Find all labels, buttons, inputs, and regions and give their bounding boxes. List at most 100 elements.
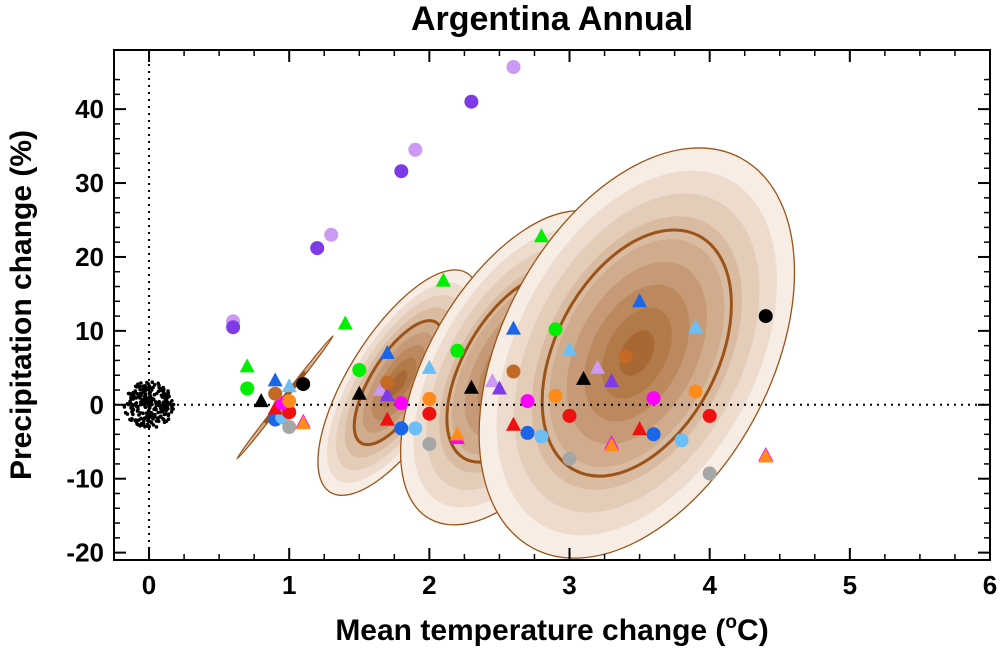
- control-point: [162, 400, 167, 404]
- data-point-circle: [618, 349, 633, 364]
- data-point-circle: [226, 320, 241, 335]
- data-point-circle: [324, 227, 339, 242]
- data-point-circle: [240, 381, 255, 396]
- data-point-triangle: [253, 393, 269, 408]
- data-point-circle: [548, 322, 563, 337]
- control-point: [152, 392, 157, 397]
- data-point-circle: [394, 421, 409, 436]
- data-point-triangle: [562, 341, 578, 356]
- control-point: [135, 385, 139, 389]
- x-tick-label: 1: [282, 570, 296, 600]
- control-point: [134, 401, 139, 405]
- y-tick-label: -20: [66, 538, 104, 568]
- control-point: [166, 412, 171, 417]
- control-point: [143, 395, 147, 400]
- data-point-triangle: [239, 358, 255, 373]
- control-point: [131, 407, 135, 412]
- data-point-triangle: [337, 315, 353, 330]
- control-point: [157, 383, 161, 388]
- data-point-triangle: [604, 437, 620, 452]
- control-point: [166, 417, 171, 422]
- data-point-triangle: [505, 416, 521, 431]
- y-tick-label: -10: [66, 464, 104, 494]
- data-point-circle: [408, 421, 423, 436]
- data-point-triangle: [491, 380, 507, 395]
- control-point: [141, 390, 146, 395]
- control-point: [147, 397, 151, 402]
- control-point: [151, 417, 155, 421]
- control-point: [154, 425, 159, 429]
- plot-clip-group: [114, 50, 990, 560]
- markers: [226, 60, 774, 481]
- data-point-circle: [506, 364, 521, 379]
- data-point-triangle: [421, 359, 437, 374]
- control-point: [151, 397, 156, 402]
- control-point: [133, 418, 138, 422]
- control-point: [148, 406, 152, 410]
- control-point: [138, 384, 142, 389]
- data-point-circle: [422, 391, 437, 406]
- control-point: [131, 412, 135, 417]
- control-point: [150, 412, 154, 416]
- data-point-triangle: [463, 379, 479, 394]
- y-tick-label: 40: [75, 94, 104, 124]
- data-point-triangle: [379, 345, 395, 360]
- control-point: [134, 404, 139, 409]
- y-tick-label: 20: [75, 242, 104, 272]
- control-point: [150, 380, 155, 385]
- density-level: [619, 330, 655, 376]
- control-point: [150, 402, 154, 407]
- control-point: [166, 390, 171, 395]
- y-tick-label: 30: [75, 168, 104, 198]
- control-point: [160, 395, 164, 399]
- data-point-triangle: [590, 359, 606, 374]
- x-tick-label: 3: [562, 570, 576, 600]
- data-point-circle: [702, 408, 717, 423]
- data-point-circle: [464, 94, 479, 109]
- control-point: [128, 399, 132, 404]
- data-point-triangle: [688, 319, 704, 334]
- data-point-circle: [394, 164, 409, 179]
- control-point: [139, 381, 143, 385]
- control-point: [158, 415, 163, 419]
- control-point: [143, 416, 147, 420]
- data-point-circle: [562, 451, 577, 466]
- core-contour: [540, 228, 733, 478]
- plot-frame: [113, 49, 991, 561]
- data-point-circle: [450, 343, 465, 358]
- data-point-circle: [562, 408, 577, 423]
- chart-title: Argentina Annual: [411, 0, 693, 38]
- control-point: [161, 387, 166, 391]
- control-point: [147, 424, 151, 428]
- data-point-triangle: [449, 426, 465, 441]
- data-point-triangle: [267, 400, 283, 415]
- control-point: [154, 407, 158, 412]
- x-axis-label-start: Mean temperature change (: [335, 614, 725, 647]
- data-point-circle: [282, 394, 297, 409]
- density-ellipse: [317, 269, 480, 496]
- data-point-triangle: [632, 421, 648, 436]
- data-point-triangle: [281, 378, 297, 393]
- data-point-circle: [408, 142, 423, 157]
- control-point: [130, 417, 134, 421]
- x-tick-label: 5: [843, 570, 857, 600]
- control-point: [138, 387, 142, 392]
- outer-contour: [478, 147, 796, 559]
- control-point: [168, 401, 172, 405]
- control-point: [143, 404, 147, 409]
- data-point-circle: [520, 394, 535, 409]
- data-point-triangle: [758, 448, 774, 463]
- data-point-circle: [268, 386, 283, 401]
- data-point-circle: [646, 427, 661, 442]
- data-point-triangle: [505, 320, 521, 335]
- control-point: [139, 421, 144, 426]
- x-tick-label: 2: [422, 570, 436, 600]
- data-point-triangle: [533, 228, 549, 243]
- data-point-triangle: [379, 411, 395, 426]
- data-point-circle: [310, 241, 325, 256]
- data-point-circle: [758, 309, 773, 324]
- control-point: [141, 386, 146, 390]
- control-point: [161, 390, 166, 395]
- control-point: [147, 388, 151, 392]
